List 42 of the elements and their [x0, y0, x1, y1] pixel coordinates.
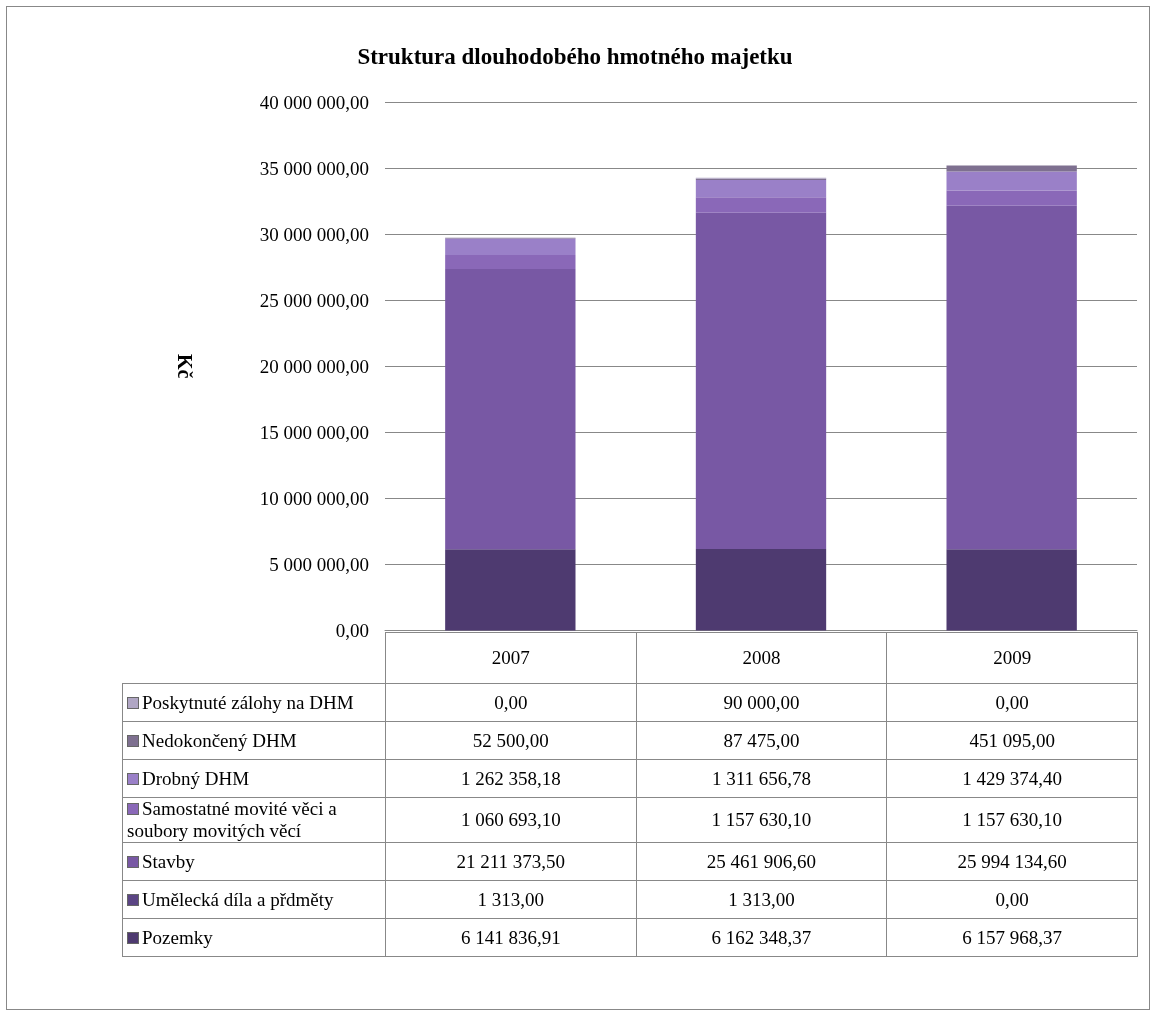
y-tick-label: 40 000 000,00: [259, 91, 369, 113]
data-label: 451 095,00: [886, 721, 1138, 760]
data-label: 90 000,00: [636, 683, 887, 722]
y-tick-label: 5 000 000,00: [269, 553, 369, 575]
data-label: 6 157 968,37: [886, 918, 1138, 957]
legend-label: Drobný DHM: [122, 759, 386, 798]
data-label: 21 211 373,50: [385, 842, 637, 881]
data-label: 1 313,00: [636, 880, 887, 919]
y-tick-label: 15 000 000,00: [259, 421, 369, 443]
data-label: 25 461 906,60: [636, 842, 887, 881]
data-label: 0,00: [385, 683, 637, 722]
legend-label: Umělecká díla a přdměty: [122, 880, 386, 919]
data-label: 1 060 693,10: [385, 797, 637, 843]
data-label: 1 157 630,10: [636, 797, 887, 843]
x-tick-label: 2008: [636, 632, 887, 684]
x-tick-label: 2007: [385, 632, 637, 684]
data-label: 87 475,00: [636, 721, 887, 760]
legend-label: Stavby: [122, 842, 386, 881]
data-label: 1 262 358,18: [385, 759, 637, 798]
y-tick-label: 30 000 000,00: [259, 223, 369, 245]
data-label: 1 311 656,78: [636, 759, 887, 798]
y-tick-label: 20 000 000,00: [259, 355, 369, 377]
legend-label: Samostatné movité věci a soubory movitých věcí: [122, 797, 386, 843]
data-label: 6 141 836,91: [385, 918, 637, 957]
data-label: 1 157 630,10: [886, 797, 1138, 843]
y-tick-label: 10 000 000,00: [259, 487, 369, 509]
chart-title: Struktura dlouhodobého hmotného majetku: [357, 44, 793, 69]
data-label: 52 500,00: [385, 721, 637, 760]
data-label: 1 313,00: [385, 880, 637, 919]
y-tick-label: 0,00: [335, 620, 369, 641]
y-tick-label: 35 000 000,00: [259, 157, 369, 179]
y-tick-label: 25 000 000,00: [259, 289, 369, 311]
data-label: 25 994 134,60: [886, 842, 1138, 881]
data-label: 6 162 348,37: [636, 918, 887, 957]
data-label: 0,00: [886, 683, 1138, 722]
legend-label: Pozemky: [122, 918, 386, 957]
data-label: 1 429 374,40: [886, 759, 1138, 798]
legend-label: Nedokončený DHM: [122, 721, 386, 760]
data-label: 0,00: [886, 880, 1138, 919]
legend-label: Poskytnuté zálohy na DHM: [122, 683, 386, 722]
y-axis-title: Kč: [174, 354, 196, 379]
x-tick-label: 2009: [886, 632, 1138, 684]
